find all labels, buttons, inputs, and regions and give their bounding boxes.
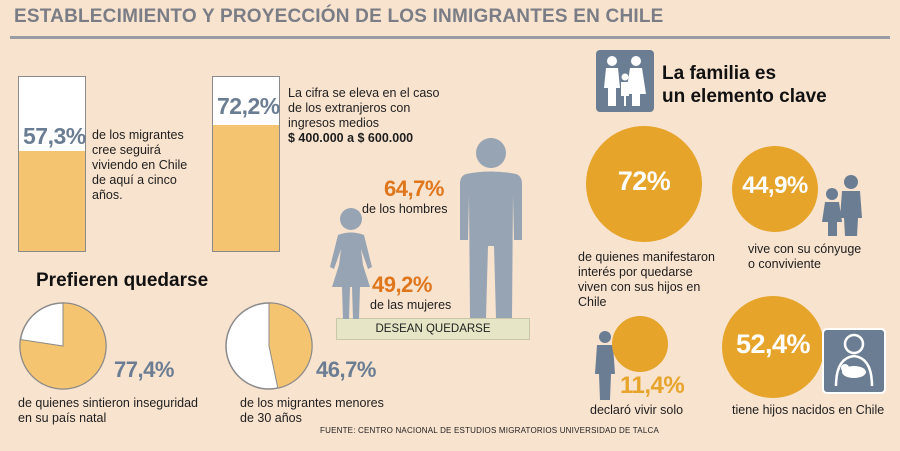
page-title: ESTABLECIMIENTO Y PROYECCIÓN DE LOS INMI… xyxy=(14,6,664,27)
with-children-line: viven con sus hijos en xyxy=(578,280,701,294)
mother-baby-icon xyxy=(822,328,886,394)
with-children-line: Chile xyxy=(578,295,607,309)
income-bar: 72,2% xyxy=(212,76,280,252)
kids-chile-text: tiene hijos nacidos en Chile xyxy=(732,403,885,417)
income-line: ingresos medios xyxy=(288,116,380,130)
insecurity-text: de quienes sintieron inseguridad en su p… xyxy=(18,396,198,426)
stay-five-years-line: años. xyxy=(92,188,123,202)
title-rule xyxy=(10,36,890,39)
insecurity-pie xyxy=(19,302,107,390)
men-value: 64,7% xyxy=(384,176,444,201)
spouse-text: vive con su cónyuge o conviviente xyxy=(748,242,861,272)
with-children-line: interés por quedarse xyxy=(578,265,693,279)
stay-five-years-line: cree seguirá xyxy=(92,143,161,157)
desean-quedarse-base: DESEAN QUEDARSE xyxy=(336,318,530,340)
alone-value: 11,4% xyxy=(620,372,685,399)
stay-five-years-value: 57,3% xyxy=(23,123,86,149)
stay-five-years-line: de los migrantes xyxy=(92,128,184,142)
women-value: 49,2% xyxy=(372,272,432,297)
alone-circle xyxy=(612,316,668,372)
family-heading: La familia es un elemento clave xyxy=(662,62,827,108)
family-icon xyxy=(596,50,654,112)
family-heading-line: La familia es xyxy=(662,63,777,84)
insecurity-value: 77,4% xyxy=(114,357,174,382)
young-text: de los migrantes menores de 30 años xyxy=(240,396,384,426)
single-person-icon xyxy=(595,331,615,400)
young-migrants-pie xyxy=(225,302,313,390)
kids-chile-value: 52,4% xyxy=(735,329,811,359)
kids-chile-circle xyxy=(722,296,824,398)
women-text: de las mujeres xyxy=(370,298,452,312)
couple-icon xyxy=(822,175,862,236)
with-children-value: 72% xyxy=(617,166,671,196)
young-pie-slice xyxy=(268,302,313,389)
insecurity-line: en su país natal xyxy=(18,411,107,425)
family-heading-line: un elemento clave xyxy=(662,86,827,107)
income-value: 72,2% xyxy=(217,93,280,119)
income-range: $ 400.000 a $ 600.000 xyxy=(288,131,414,145)
spouse-line: o conviviente xyxy=(748,257,821,271)
stay-five-years-line: de aquí a cinco xyxy=(92,173,177,187)
woman-figure-icon xyxy=(330,208,372,319)
insecurity-pie-slice xyxy=(19,302,107,390)
source-note: FUENTE: CENTRO NACIONAL DE ESTUDIOS MIGR… xyxy=(320,426,659,435)
prefer-stay-heading: Prefieren quedarse xyxy=(36,270,209,291)
spouse-line: vive con su cónyuge xyxy=(748,242,862,256)
with-children-circle xyxy=(586,126,702,242)
stay-five-years-bar: 57,3% xyxy=(18,76,86,252)
income-line: de los extranjeros con xyxy=(288,101,411,115)
alone-text: declaró vivir solo xyxy=(590,403,684,417)
men-text: de los hombres xyxy=(362,202,448,216)
stay-five-years-text: de los migrantes cree seguirá viviendo e… xyxy=(92,128,187,203)
income-bar-empty xyxy=(213,77,279,125)
spouse-circle xyxy=(732,146,818,232)
stay-five-years-bar-empty xyxy=(19,77,85,151)
with-children-text: de quienes manifestaron interés por qued… xyxy=(578,250,715,310)
young-line: de los migrantes menores xyxy=(240,396,384,410)
income-text: La cifra se eleva en el caso de los extr… xyxy=(288,86,439,146)
spouse-value: 44,9% xyxy=(742,172,808,199)
income-line: La cifra se eleva en el caso xyxy=(288,86,440,100)
insecurity-line: de quienes sintieron inseguridad xyxy=(18,396,198,410)
young-value: 46,7% xyxy=(316,357,376,382)
with-children-line: de quienes manifestaron xyxy=(578,250,715,264)
man-figure-icon xyxy=(460,138,522,318)
stay-five-years-line: viviendo en Chile xyxy=(92,158,188,172)
young-line: de 30 años xyxy=(240,411,302,425)
